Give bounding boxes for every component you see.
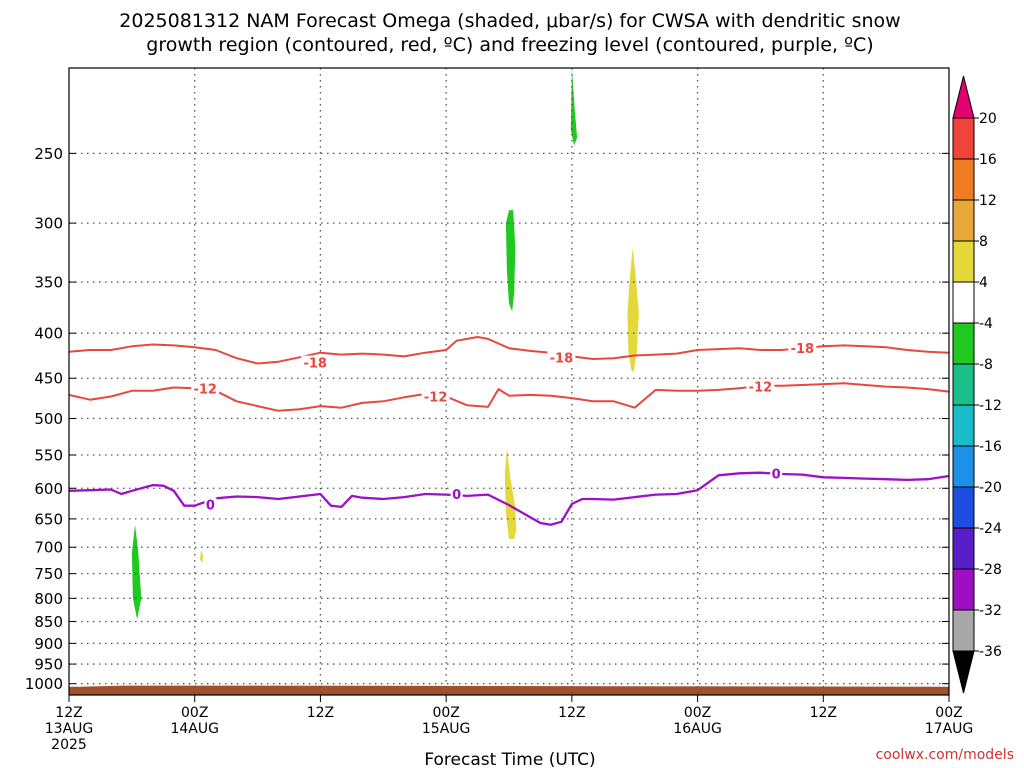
y-tick-label-400: 400 [34, 325, 63, 343]
colorbar-box-7 [952, 404, 975, 447]
plot-border [68, 67, 950, 696]
colorbar-box-8 [952, 445, 975, 488]
colorbar-box-12 [952, 609, 975, 652]
colorbar-label-2: 12 [979, 193, 997, 209]
y-tick-label-700: 700 [34, 539, 63, 557]
y-tick-label-1000: 1000 [25, 675, 63, 693]
y-tick-label-600: 600 [34, 480, 63, 498]
x-tick-label-3-0: 00Z [432, 705, 459, 721]
y-tick-label-550: 550 [34, 446, 63, 464]
contour-label-1: -18 [550, 351, 574, 366]
omega-shading-layer [131, 68, 639, 620]
y-axis: 250 300 350 400 450 500 550 600 650 700 750 800 850 9… [25, 145, 949, 693]
contour-label-8: 0 [772, 467, 781, 482]
colorbar-label-5: -4 [979, 316, 993, 332]
contour-label-0: -18 [303, 357, 327, 372]
y-tick-label-900: 900 [34, 635, 63, 653]
colorbar-box-5 [952, 322, 975, 365]
y-tick-label-500: 500 [34, 410, 63, 428]
colorbar-box-11 [952, 568, 975, 611]
colorbar-bottom-arrow [952, 650, 975, 694]
credit-text: coolwx.com/models [876, 747, 1014, 763]
colorbar-top-arrow [952, 75, 975, 119]
contour-label-3: -12 [193, 382, 217, 397]
contour-label-bg-3 [191, 381, 220, 396]
colorbar-label-0: 20 [979, 111, 997, 127]
contour-labels: -18 -18 -18 -12 -12 -12 0 0 0 [191, 341, 817, 514]
contour-label-6: 0 [206, 499, 215, 514]
gridlines [69, 68, 949, 695]
y-tick-label-300: 300 [34, 215, 63, 233]
contour-label-5: -12 [749, 381, 773, 396]
x-tick-label-7-0: 00Z [935, 705, 962, 721]
contour-label-bg-4 [421, 389, 450, 404]
x-tick-label-1-0: 00Z [181, 705, 208, 721]
colorbar-label-8: -16 [979, 439, 1002, 455]
y-tick-label-800: 800 [34, 590, 63, 608]
contour-label-bg-8 [770, 466, 783, 481]
colorbar-label-10: -24 [979, 521, 1002, 537]
contour-label-4: -12 [424, 390, 448, 405]
colorbar-box-3 [952, 240, 975, 283]
colorbar-label-11: -28 [979, 562, 1002, 578]
colorbar-box-1 [952, 158, 975, 201]
colorbar-box-10 [952, 527, 975, 570]
contour-label-bg-1 [547, 350, 576, 365]
x-tick-label-0-0: 12Z [55, 705, 82, 721]
contour-label-bg-2 [788, 341, 817, 356]
omega-region-5 [504, 448, 517, 539]
x-tick-label-5-1: 16AUG [673, 721, 722, 737]
x-tick-label-6-0: 12Z [810, 705, 837, 721]
chart-title-line-2: growth region (contoured, red, ºC) and f… [146, 34, 873, 56]
colorbar-box-0 [952, 117, 975, 160]
colorbar-label-7: -12 [979, 398, 1002, 414]
x-tick-label-7-1: 17AUG [925, 721, 974, 737]
terrain-band [69, 685, 949, 695]
y-tick-label-250: 250 [34, 145, 63, 163]
omega-region-3 [505, 210, 516, 312]
colorbar-label-4: 4 [979, 275, 988, 291]
omega-region-4 [627, 247, 639, 372]
x-axis-title: Forecast Time (UTC) [424, 750, 595, 768]
x-tick-label-0-1: 13AUG [45, 721, 94, 737]
contour-label-2: -18 [791, 342, 815, 357]
x-tick-label-3-1: 15AUG [422, 721, 471, 737]
colorbar-label-1: 16 [979, 152, 997, 168]
y-tick-label-750: 750 [34, 565, 63, 583]
x-tick-label-1-1: 14AUG [170, 721, 219, 737]
x-tick-label-2-0: 12Z [307, 705, 334, 721]
colorbar-box-6 [952, 363, 975, 406]
x-tick-label-5-0: 00Z [684, 705, 711, 721]
y-tick-label-350: 350 [34, 274, 63, 292]
colorbar: 20 16 12 8 4 -4 -8 -12 -16 -20 -24 -28 -32 -36 [952, 75, 1002, 694]
y-tick-label-450: 450 [34, 370, 63, 388]
colorbar-label-6: -8 [979, 357, 993, 373]
colorbar-box-9 [952, 486, 975, 529]
omega-region-1 [131, 524, 142, 620]
terrain-layer [69, 685, 949, 695]
chart-title-line-1: 2025081312 NAM Forecast Omega (shaded, μ… [119, 10, 900, 32]
contour-label-bg-7 [450, 486, 463, 501]
contour-label-7: 0 [452, 488, 461, 503]
y-tick-label-850: 850 [34, 613, 63, 631]
colorbar-label-9: -20 [979, 480, 1002, 496]
contour-label-bg-5 [746, 379, 775, 394]
omega-region-6 [200, 550, 204, 564]
colorbar-label-12: -32 [979, 603, 1002, 619]
y-tick-label-950: 950 [34, 656, 63, 674]
y-tick-label-650: 650 [34, 510, 63, 528]
x-tick-label-0-2: 2025 [51, 737, 87, 753]
x-tick-label-4-0: 12Z [558, 705, 585, 721]
colorbar-box-4 [952, 281, 975, 324]
plot-frame [68, 67, 950, 696]
contour-label-bg-6 [204, 497, 217, 512]
colorbar-label-3: 8 [979, 234, 988, 250]
colorbar-box-2 [952, 199, 975, 242]
colorbar-label-13: -36 [979, 644, 1002, 660]
contour-label-bg-0 [301, 355, 330, 370]
